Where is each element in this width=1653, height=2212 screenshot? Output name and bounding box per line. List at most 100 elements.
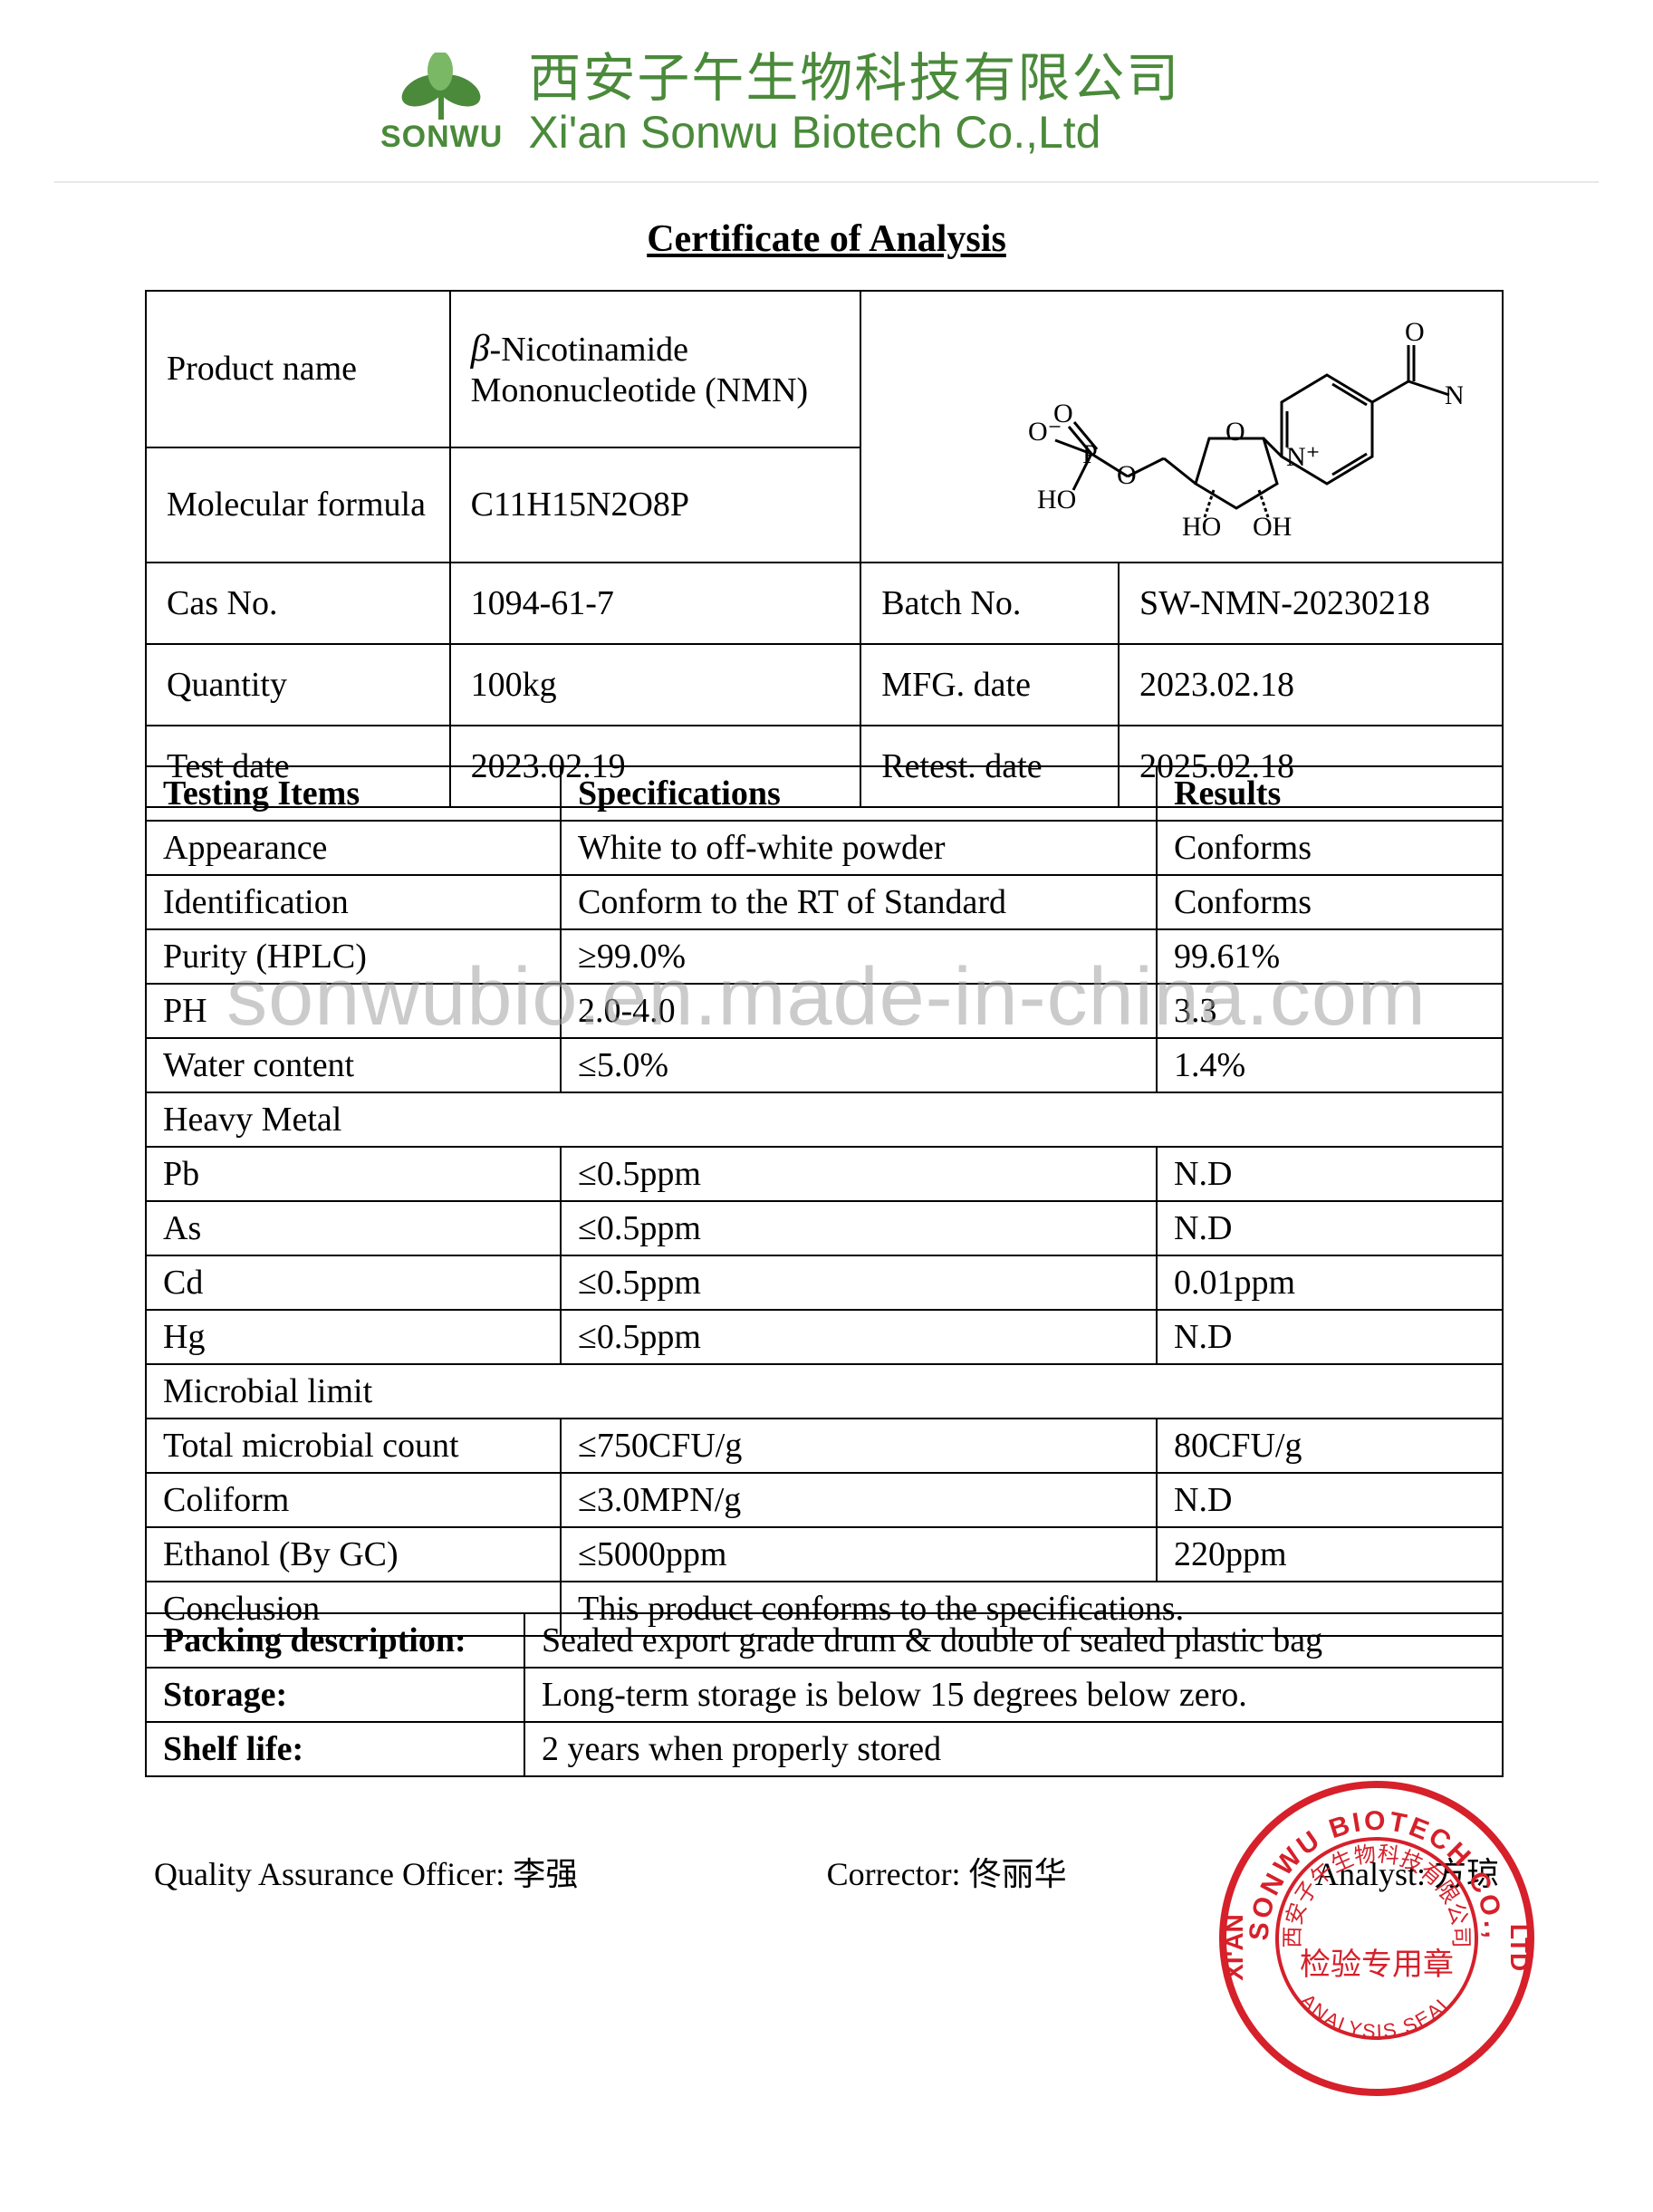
- th-specifications: Specifications: [561, 766, 1157, 821]
- label-nh2: NH₂: [1445, 380, 1463, 410]
- section-header-cell: Heavy Metal: [146, 1092, 1503, 1147]
- label-o-top: O: [1405, 317, 1425, 347]
- table-row: Total microbial count≤750CFU/g80CFU/g: [146, 1419, 1503, 1473]
- qa-name: 李强: [513, 1856, 578, 1892]
- cell-spec: ≤0.5ppm: [561, 1255, 1157, 1310]
- cell-item: Purity (HPLC): [146, 929, 561, 984]
- label-n-plus: N⁺: [1286, 442, 1321, 472]
- cell-spec: ≤5000ppm: [561, 1527, 1157, 1582]
- packing-value: Long-term storage is below 15 degrees be…: [524, 1668, 1503, 1722]
- label-cas: Cas No.: [146, 563, 450, 644]
- cell-result: N.D: [1157, 1201, 1503, 1255]
- company-name-cn: 西安子午生物科技有限公司: [528, 50, 1180, 108]
- table-row: Storage:Long-term storage is below 15 de…: [146, 1668, 1503, 1722]
- qa-officer: Quality Assurance Officer: 李强: [154, 1848, 578, 1895]
- cell-item: Ethanol (By GC): [146, 1527, 561, 1582]
- cell-item: Identification: [146, 875, 561, 929]
- label-o-link: O: [1117, 460, 1137, 490]
- cell-result: Conforms: [1157, 875, 1503, 929]
- cell-result: 1.4%: [1157, 1038, 1503, 1092]
- value-quantity: 100kg: [450, 644, 861, 726]
- cell-spec: 2.0-4.0: [561, 984, 1157, 1038]
- cell-item: Total microbial count: [146, 1419, 561, 1473]
- cell-item: Coliform: [146, 1473, 561, 1527]
- label-ho-center: HO: [1182, 512, 1221, 540]
- seal-right-en: LTD: [1505, 1924, 1533, 1971]
- table-row: IdentificationConform to the RT of Stand…: [146, 875, 1503, 929]
- svg-text:ANALYSIS SEAL: ANALYSIS SEAL: [1296, 1989, 1457, 2043]
- table-row: Purity (HPLC)≥99.0%99.61%: [146, 929, 1503, 984]
- packing-label: Packing description:: [146, 1613, 524, 1668]
- table-row: Packing description:Sealed export grade …: [146, 1613, 1503, 1668]
- table-row: AppearanceWhite to off-white powderConfo…: [146, 821, 1503, 875]
- table-row: Pb≤0.5ppmN.D: [146, 1147, 1503, 1201]
- header: SONWU 西安子午生物科技有限公司 Xi'an Sonwu Biotech C…: [380, 50, 1180, 158]
- label-o-ring: O: [1225, 417, 1245, 447]
- testing-header-row: Testing Items Specifications Results: [146, 766, 1503, 821]
- label-batch: Batch No.: [860, 563, 1119, 644]
- value-molecular-formula: C11H15N2O8P: [450, 447, 861, 563]
- company-name-en: Xi'an Sonwu Biotech Co.,Ltd: [528, 108, 1180, 158]
- document-title: Certificate of Analysis: [0, 217, 1653, 261]
- table-row: As≤0.5ppmN.D: [146, 1201, 1503, 1255]
- label-product-name: Product name: [146, 291, 450, 447]
- product-name-rest: -Nicotinamide Mononucleotide (NMN): [471, 331, 809, 409]
- cell-item: Cd: [146, 1255, 561, 1310]
- logo-block: SONWU: [380, 53, 503, 155]
- cell-result: 3.3: [1157, 984, 1503, 1038]
- value-product-name: β-Nicotinamide Mononucleotide (NMN): [450, 291, 861, 447]
- cell-item: Hg: [146, 1310, 561, 1364]
- cell-result: 220ppm: [1157, 1527, 1503, 1582]
- company-names: 西安子午生物科技有限公司 Xi'an Sonwu Biotech Co.,Ltd: [528, 50, 1180, 158]
- cell-spec: ≤0.5ppm: [561, 1147, 1157, 1201]
- packing-label: Shelf life:: [146, 1722, 524, 1776]
- seal-center-cn: 检验专用章: [1300, 1948, 1454, 1982]
- value-mfg: 2023.02.18: [1119, 644, 1503, 726]
- corrector-label: Corrector:: [827, 1856, 969, 1892]
- label-mfg: MFG. date: [860, 644, 1119, 726]
- corrector-name: 佟丽华: [969, 1856, 1067, 1892]
- section-header-cell: Microbial limit: [146, 1364, 1503, 1419]
- header-divider: [54, 181, 1599, 183]
- th-results: Results: [1157, 766, 1503, 821]
- structure-cell: O NH₂ N⁺ O OH HO O P O O⁻ HO: [860, 291, 1503, 563]
- qa-label: Quality Assurance Officer:: [154, 1856, 513, 1892]
- cell-spec: ≤3.0MPN/g: [561, 1473, 1157, 1527]
- cell-item: Pb: [146, 1147, 561, 1201]
- packing-table: Packing description:Sealed export grade …: [145, 1612, 1504, 1777]
- cell-result: N.D: [1157, 1147, 1503, 1201]
- cell-item: Appearance: [146, 821, 561, 875]
- cell-spec: ≤0.5ppm: [561, 1310, 1157, 1364]
- table-row: Cd≤0.5ppm0.01ppm: [146, 1255, 1503, 1310]
- label-molecular-formula: Molecular formula: [146, 447, 450, 563]
- table-row: PH2.0-4.03.3: [146, 984, 1503, 1038]
- cell-spec: White to off-white powder: [561, 821, 1157, 875]
- label-oh-right: OH: [1253, 512, 1292, 540]
- value-cas: 1094-61-7: [450, 563, 861, 644]
- th-testing-items: Testing Items: [146, 766, 561, 821]
- row-qty-mfg: Quantity 100kg MFG. date 2023.02.18: [146, 644, 1503, 726]
- molecule-structure-icon: O NH₂ N⁺ O OH HO O P O O⁻ HO: [901, 304, 1463, 540]
- cell-spec: Conform to the RT of Standard: [561, 875, 1157, 929]
- label-p: P: [1082, 439, 1098, 469]
- row-product-name: Product name β-Nicotinamide Mononucleoti…: [146, 291, 1503, 447]
- cell-item: Water content: [146, 1038, 561, 1092]
- packing-value: Sealed export grade drum & double of sea…: [524, 1613, 1503, 1668]
- cell-result: Conforms: [1157, 821, 1503, 875]
- label-quantity: Quantity: [146, 644, 450, 726]
- table-row: Ethanol (By GC)≤5000ppm220ppm: [146, 1527, 1503, 1582]
- cell-spec: ≤750CFU/g: [561, 1419, 1157, 1473]
- table-row: Heavy Metal: [146, 1092, 1503, 1147]
- beta-symbol: β: [471, 328, 490, 370]
- packing-label: Storage:: [146, 1668, 524, 1722]
- label-o-minus: O⁻: [1028, 417, 1062, 447]
- label-ho-bottom: HO: [1037, 485, 1076, 515]
- table-row: Microbial limit: [146, 1364, 1503, 1419]
- logo-text: SONWU: [380, 120, 503, 155]
- row-cas-batch: Cas No. 1094-61-7 Batch No. SW-NMN-20230…: [146, 563, 1503, 644]
- cell-result: N.D: [1157, 1310, 1503, 1364]
- cell-result: 0.01ppm: [1157, 1255, 1503, 1310]
- page: SONWU 西安子午生物科技有限公司 Xi'an Sonwu Biotech C…: [0, 0, 1653, 2212]
- table-row: Hg≤0.5ppmN.D: [146, 1310, 1503, 1364]
- cell-spec: ≥99.0%: [561, 929, 1157, 984]
